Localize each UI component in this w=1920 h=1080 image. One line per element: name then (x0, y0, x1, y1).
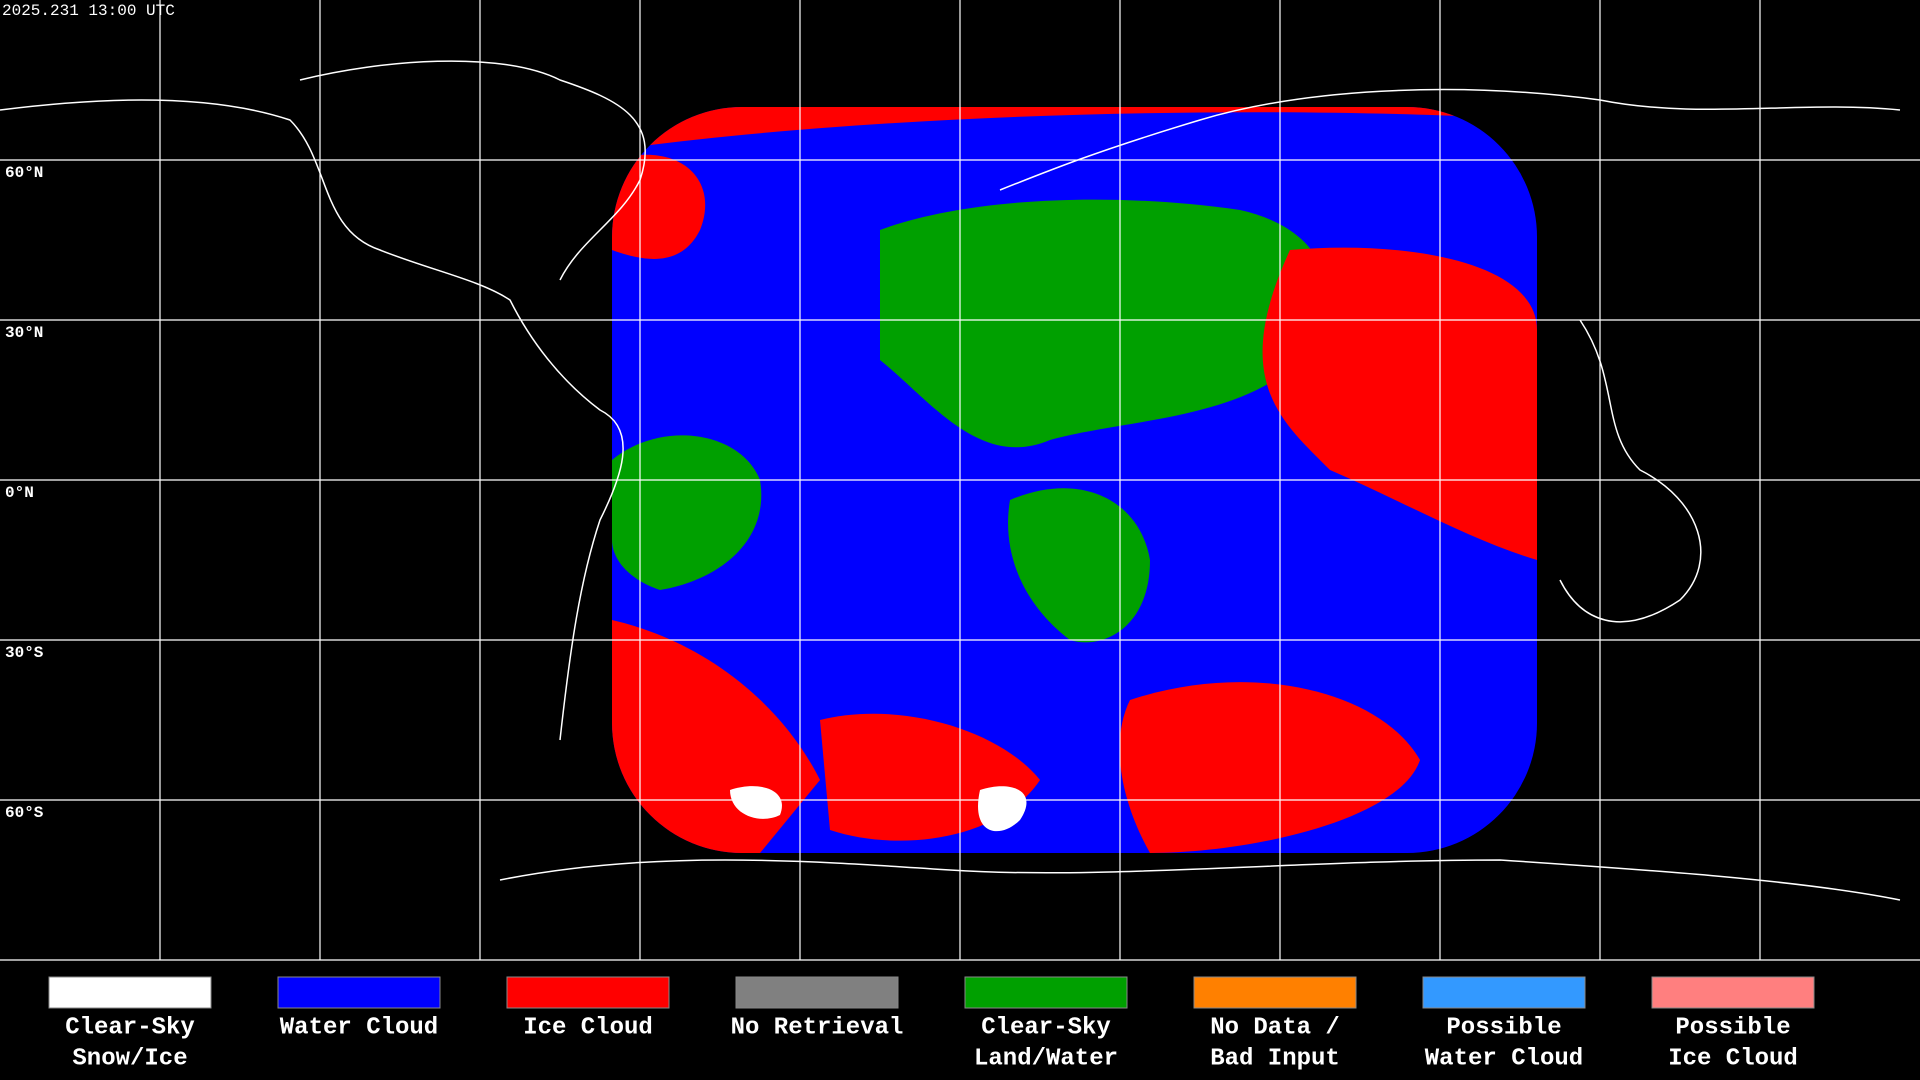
legend-label: Water Cloud (280, 1014, 438, 1041)
legend-swatch (735, 976, 899, 1009)
legend-label: Possible (1675, 1014, 1790, 1041)
legend-label: Land/Water (974, 1045, 1118, 1072)
legend-label: Clear-Sky (981, 1014, 1111, 1041)
legend: Clear-Sky Snow/Ice Water Cloud Ice Cloud No … (48, 976, 1815, 1072)
latitude-label: 30°S (5, 644, 44, 662)
legend-swatch (964, 976, 1128, 1009)
legend-label: Water Cloud (1425, 1045, 1583, 1072)
latitude-label: 60°N (5, 164, 43, 182)
legend-label: No Data / (1210, 1014, 1340, 1041)
legend-swatch (48, 976, 212, 1009)
latitude-label: 0°N (5, 484, 34, 502)
legend-swatch (506, 976, 670, 1009)
latitude-label: 30°N (5, 324, 43, 342)
graticule (0, 0, 1920, 961)
legend-swatch (1422, 976, 1586, 1009)
legend-swatch (1193, 976, 1357, 1009)
coastlines (0, 60, 1901, 901)
latitude-label: 60°S (5, 804, 44, 822)
legend-label: Clear-Sky (65, 1014, 195, 1041)
legend-label: Snow/Ice (72, 1045, 187, 1072)
legend-swatch (277, 976, 441, 1009)
legend-swatch (1651, 976, 1815, 1009)
legend-label: Possible (1446, 1014, 1561, 1041)
timestamp: 2025.231 13:00 UTC (2, 2, 175, 20)
legend-label: No Retrieval (731, 1014, 904, 1041)
legend-label: Ice Cloud (1668, 1045, 1798, 1072)
legend-label: Bad Input (1210, 1045, 1340, 1072)
legend-label: Ice Cloud (523, 1014, 653, 1041)
